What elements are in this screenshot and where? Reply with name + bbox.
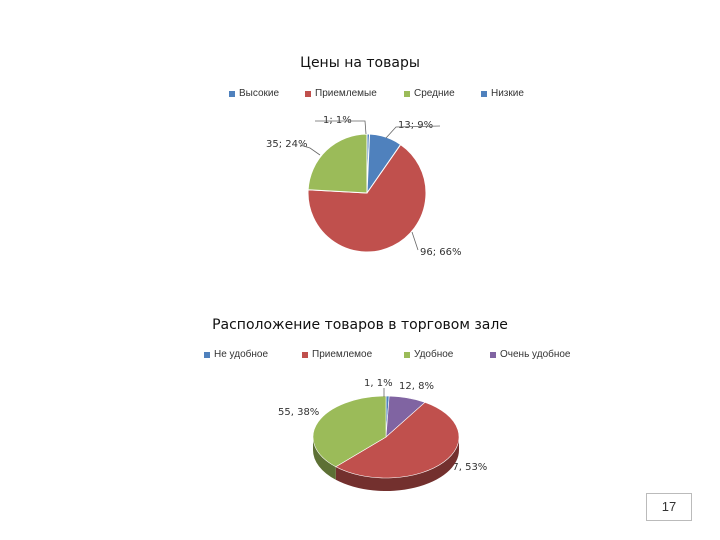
chart-2-data-label: 55, 38% (278, 407, 320, 418)
legend-label: Высокие (239, 88, 280, 99)
legend-swatch (490, 351, 496, 358)
legend-swatch (229, 90, 235, 97)
pie-slice (335, 401, 460, 479)
legend-swatch (305, 90, 311, 97)
chart-1-data-label: 1; 1% (323, 115, 352, 126)
legend-label: Приемлемые (315, 88, 377, 99)
legend-label: Удобное (414, 349, 454, 360)
legend-item: Приемлемое (302, 349, 372, 360)
legend-item: Удобное (404, 349, 453, 360)
chart-2-title: Расположение товаров в торговом зале (212, 317, 508, 333)
leader-line (315, 120, 367, 135)
chart-1-leader-lines (299, 120, 441, 251)
legend-item: Очень удобное (490, 349, 571, 360)
chart-2-data-label: 12, 8% (399, 381, 434, 392)
legend-label: Не удобное (214, 349, 268, 360)
legend-label: Средние (414, 88, 455, 99)
legend-item: Приемлемые (305, 88, 377, 99)
pie-slice (307, 133, 368, 194)
pie-slice-side (335, 437, 459, 492)
pie-slice (312, 395, 387, 468)
chart-2-data-label: 77, 53% (446, 462, 488, 473)
legend-swatch (481, 90, 487, 97)
leader-line (411, 231, 419, 251)
page-number: 17 (646, 493, 692, 521)
chart-1-data-label: 96; 66% (420, 247, 462, 258)
legend-swatch (404, 90, 410, 97)
chart-1-data-label: 13; 9% (398, 120, 434, 131)
legend-item: Средние (404, 88, 455, 99)
chart-2-pie (312, 395, 460, 492)
legend-label: Низкие (491, 88, 524, 99)
chart-1-pie (307, 133, 427, 253)
leader-line (385, 125, 441, 139)
pie-slice (307, 143, 427, 253)
legend-item: Низкие (481, 88, 524, 99)
legend-swatch (204, 351, 210, 358)
legend-label: Приемлемое (312, 349, 373, 360)
pie-slice-side (313, 437, 336, 480)
legend-label: Очень удобное (500, 349, 571, 360)
chart-2-data-label: 1, 1% (364, 378, 393, 389)
legend-swatch (302, 351, 308, 358)
legend-swatch (404, 351, 410, 358)
chart-1-title: Цены на товары (300, 55, 420, 71)
leader-line (299, 144, 321, 156)
legend-item: Высокие (229, 88, 279, 99)
legend-item: Не удобное (204, 349, 268, 360)
chart-1-data-label: 35; 24% (266, 139, 308, 150)
